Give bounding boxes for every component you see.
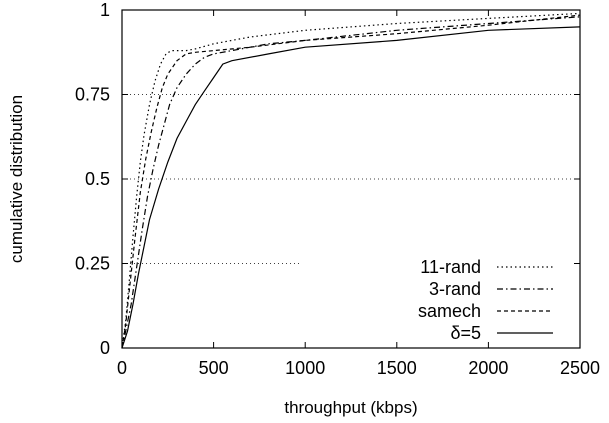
x-tick-label-4: 2000 — [468, 358, 508, 378]
y-tick-label-3: 0.75 — [75, 85, 110, 105]
y-tick-label-4: 1 — [100, 0, 110, 20]
legend-label-1: 3-rand — [429, 279, 481, 299]
legend-label-2: samech — [418, 301, 481, 321]
legend-label-3: δ=5 — [450, 323, 481, 343]
y-tick-label-2: 0.5 — [85, 169, 110, 189]
x-tick-label-3: 1500 — [377, 358, 417, 378]
x-tick-label-5: 2500 — [560, 358, 600, 378]
x-tick-label-1: 500 — [199, 358, 229, 378]
y-tick-label-1: 0.25 — [75, 254, 110, 274]
x-tick-label-2: 1000 — [285, 358, 325, 378]
legend-label-0: 11-rand — [420, 257, 481, 277]
x-axis-title: throughput (kbps) — [284, 398, 417, 417]
y-tick-label-0: 0 — [100, 338, 110, 358]
grid-lines — [122, 95, 580, 264]
x-tick-label-0: 0 — [117, 358, 127, 378]
y-axis-title: cumulative distribution — [7, 95, 26, 263]
